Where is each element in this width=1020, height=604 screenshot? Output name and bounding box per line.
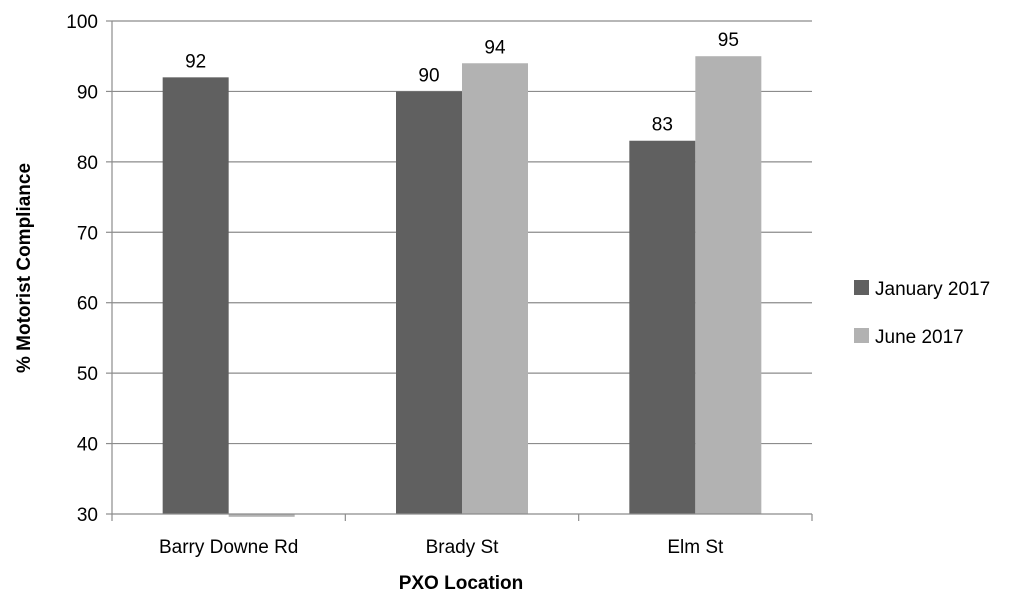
data-label: 94 (484, 37, 506, 58)
y-tick-label: 100 (66, 12, 98, 33)
data-label: 95 (718, 30, 739, 51)
legend-label: June 2017 (875, 327, 964, 348)
y-tick-label: 30 (77, 505, 98, 526)
legend-swatch (854, 328, 869, 343)
legend-label: January 2017 (875, 279, 990, 300)
x-tick-label: Elm St (667, 537, 724, 558)
y-axis-title: % Motorist Compliance (14, 163, 35, 373)
data-labels: 92 90 94 83 95 (185, 30, 739, 136)
legend: January 2017 June 2017 (854, 279, 990, 348)
x-tick-label: Barry Downe Rd (159, 537, 298, 558)
bar-june-2017 (695, 56, 762, 514)
bar-january-2017 (396, 91, 462, 514)
bar-june-2017 (462, 63, 528, 514)
data-label: 92 (185, 51, 206, 72)
y-tick-label: 80 (77, 153, 98, 174)
data-label: 90 (418, 65, 439, 86)
bar-january-2017 (629, 140, 696, 514)
y-tick-label: 50 (77, 364, 98, 385)
data-label: 83 (652, 115, 673, 136)
bar-june-2017 (228, 514, 295, 517)
tick-labels: 30 40 50 60 70 80 90 100 Barry Downe Rd Brady St E… (66, 12, 724, 558)
axes (106, 20, 813, 521)
x-tick-label: Brady St (426, 537, 500, 558)
y-tick-label: 60 (77, 294, 98, 315)
legend-swatch (854, 280, 869, 295)
y-tick-label: 70 (77, 223, 98, 244)
y-tick-label: 90 (77, 82, 98, 103)
x-axis-title: PXO Location (399, 573, 524, 594)
bar-january-2017 (162, 77, 229, 514)
bars (162, 56, 762, 517)
y-tick-label: 40 (77, 435, 98, 456)
